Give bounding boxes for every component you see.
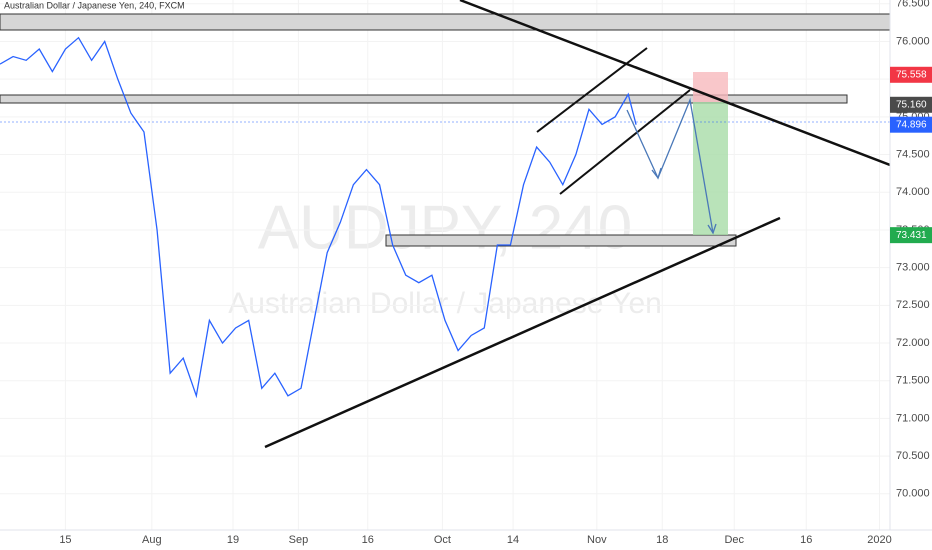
price-label: 74.896 — [896, 119, 927, 130]
x-tick-label: 16 — [362, 534, 374, 546]
y-tick-label: 74.500 — [896, 148, 930, 160]
watermark: AUDJPY, 240 — [258, 193, 633, 262]
x-tick-label: Dec — [724, 534, 744, 546]
x-tick-label: Nov — [587, 534, 607, 546]
y-tick-label: 73.000 — [896, 262, 930, 274]
price-label: 75.558 — [896, 69, 927, 80]
stop-zone — [693, 72, 728, 102]
channel-line — [536, 47, 648, 133]
x-tick-label: Sep — [289, 534, 309, 546]
y-tick-label: 71.000 — [896, 412, 930, 424]
price-label-box — [890, 96, 932, 113]
price-label: 73.431 — [896, 230, 927, 241]
y-tick-label: 71.500 — [896, 375, 930, 387]
y-tick-label: 74.000 — [896, 186, 930, 198]
x-tick-label: 15 — [59, 534, 71, 546]
price-label-box — [890, 116, 932, 133]
support-zone — [385, 234, 737, 247]
projection-arrow — [626, 97, 714, 234]
y-tick-label: 70.500 — [896, 450, 930, 462]
arrow-head — [707, 223, 717, 235]
arrow-head — [651, 167, 662, 180]
x-tick-label: 19 — [227, 534, 239, 546]
x-tick-label: 16 — [800, 534, 812, 546]
trend-line — [459, 0, 891, 167]
y-tick-label: 72.000 — [896, 337, 930, 349]
x-tick-label: 14 — [507, 534, 519, 546]
x-tick-label: Aug — [142, 534, 162, 546]
price-label: 75.160 — [896, 99, 927, 110]
resistance-zone — [0, 13, 891, 31]
y-tick-label: 70.000 — [896, 488, 930, 500]
grid — [0, 0, 890, 530]
y-tick-label: 72.500 — [896, 299, 930, 311]
price-label-box — [890, 66, 932, 83]
price-label-box — [890, 227, 932, 244]
x-tick-label: Oct — [434, 534, 451, 546]
target-zone — [693, 102, 728, 235]
x-tick-label: 2020 — [867, 534, 891, 546]
channel-line — [559, 89, 691, 195]
resistance-zone — [0, 94, 848, 104]
price-line — [0, 36, 637, 399]
plot — [0, 36, 637, 399]
price-axis — [890, 0, 932, 550]
x-tick-label: 18 — [656, 534, 668, 546]
trend-line — [264, 216, 781, 449]
y-tick-label: 76.500 — [896, 0, 930, 10]
chart-title: Australian Dollar / Japanese Yen, 240, F… — [4, 0, 185, 10]
y-tick-label: 76.000 — [896, 35, 930, 47]
